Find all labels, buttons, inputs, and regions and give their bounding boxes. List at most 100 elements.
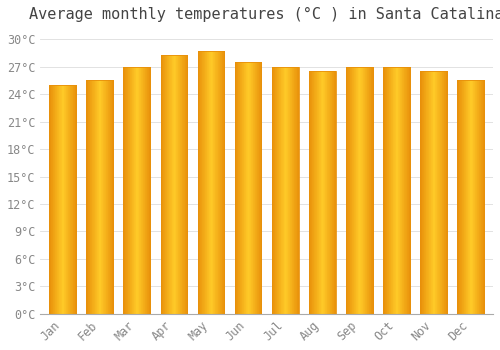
Bar bbox=[316, 71, 318, 314]
Bar bbox=[473, 80, 474, 314]
Bar bbox=[207, 51, 208, 314]
Bar bbox=[146, 67, 148, 314]
Bar bbox=[407, 67, 408, 314]
Bar bbox=[185, 55, 186, 314]
Bar bbox=[73, 85, 74, 314]
Bar bbox=[334, 71, 335, 314]
Bar bbox=[399, 67, 400, 314]
Bar bbox=[400, 67, 401, 314]
Bar bbox=[368, 67, 369, 314]
Bar bbox=[333, 71, 334, 314]
Bar bbox=[353, 67, 354, 314]
Bar bbox=[92, 80, 93, 314]
Bar bbox=[458, 80, 484, 314]
Bar bbox=[310, 71, 311, 314]
Bar bbox=[468, 80, 469, 314]
Bar bbox=[199, 51, 200, 314]
Bar bbox=[201, 51, 202, 314]
Bar bbox=[219, 51, 220, 314]
Bar bbox=[130, 67, 131, 314]
Bar bbox=[173, 55, 174, 314]
Bar bbox=[75, 85, 76, 314]
Bar bbox=[409, 67, 410, 314]
Bar bbox=[298, 67, 300, 314]
Bar bbox=[54, 85, 55, 314]
Bar bbox=[74, 85, 76, 314]
Bar bbox=[180, 55, 181, 314]
Bar bbox=[368, 67, 370, 314]
Bar bbox=[184, 55, 186, 314]
Bar bbox=[274, 67, 276, 314]
Bar bbox=[60, 85, 61, 314]
Bar bbox=[446, 71, 447, 314]
Bar bbox=[175, 55, 176, 314]
Bar bbox=[388, 67, 390, 314]
Bar bbox=[198, 51, 224, 314]
Bar bbox=[318, 71, 320, 314]
Bar bbox=[126, 67, 127, 314]
Bar bbox=[330, 71, 331, 314]
Bar bbox=[467, 80, 468, 314]
Bar bbox=[309, 71, 336, 314]
Bar bbox=[71, 85, 72, 314]
Bar bbox=[124, 67, 150, 314]
Bar bbox=[63, 85, 64, 314]
Bar bbox=[135, 67, 136, 314]
Bar bbox=[429, 71, 430, 314]
Bar bbox=[335, 71, 336, 314]
Bar bbox=[206, 51, 208, 314]
Bar bbox=[198, 51, 199, 314]
Bar bbox=[278, 67, 280, 314]
Bar bbox=[93, 80, 94, 314]
Bar bbox=[406, 67, 407, 314]
Bar bbox=[181, 55, 182, 314]
Bar bbox=[110, 80, 111, 314]
Bar bbox=[150, 67, 151, 314]
Bar bbox=[166, 55, 167, 314]
Bar bbox=[247, 62, 248, 314]
Bar bbox=[212, 51, 214, 314]
Bar bbox=[238, 62, 239, 314]
Bar bbox=[72, 85, 73, 314]
Bar bbox=[396, 67, 397, 314]
Bar bbox=[432, 71, 434, 314]
Bar bbox=[475, 80, 476, 314]
Bar bbox=[136, 67, 137, 314]
Bar bbox=[370, 67, 371, 314]
Bar bbox=[395, 67, 396, 314]
Bar bbox=[397, 67, 398, 314]
Bar bbox=[246, 62, 247, 314]
Bar bbox=[164, 55, 166, 314]
Bar bbox=[286, 67, 287, 314]
Bar bbox=[289, 67, 290, 314]
Bar bbox=[220, 51, 221, 314]
Bar bbox=[331, 71, 332, 314]
Bar bbox=[254, 62, 256, 314]
Bar bbox=[292, 67, 293, 314]
Bar bbox=[129, 67, 130, 314]
Bar bbox=[482, 80, 483, 314]
Bar bbox=[394, 67, 395, 314]
Bar bbox=[169, 55, 170, 314]
Bar bbox=[483, 80, 484, 314]
Bar bbox=[258, 62, 259, 314]
Bar bbox=[357, 67, 358, 314]
Bar bbox=[258, 62, 260, 314]
Bar bbox=[408, 67, 410, 314]
Bar bbox=[360, 67, 361, 314]
Bar bbox=[383, 67, 410, 314]
Bar bbox=[49, 85, 50, 314]
Bar bbox=[425, 71, 426, 314]
Bar bbox=[128, 67, 129, 314]
Bar bbox=[285, 67, 286, 314]
Bar bbox=[210, 51, 212, 314]
Bar bbox=[317, 71, 318, 314]
Bar bbox=[162, 55, 164, 314]
Bar bbox=[142, 67, 144, 314]
Bar bbox=[461, 80, 462, 314]
Bar bbox=[466, 80, 467, 314]
Bar bbox=[480, 80, 482, 314]
Bar bbox=[324, 71, 325, 314]
Bar bbox=[361, 67, 362, 314]
Bar bbox=[423, 71, 424, 314]
